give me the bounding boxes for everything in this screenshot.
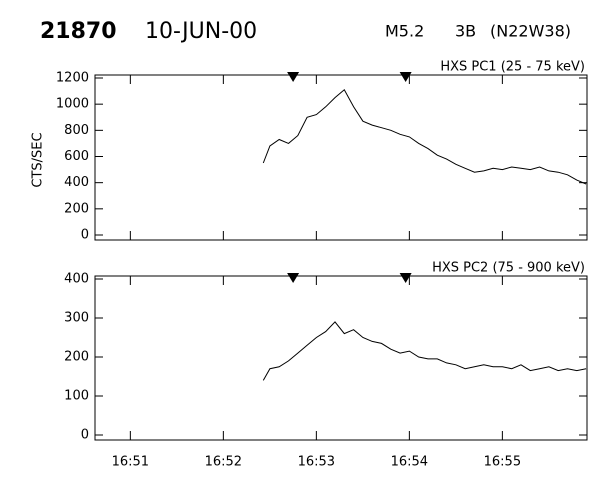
y-tick-label: 0: [81, 428, 89, 443]
y-tick-label: 200: [64, 350, 89, 365]
y-tick-label: 100: [64, 389, 89, 404]
y-tick-label: 800: [64, 123, 89, 138]
x-tick-label: 16:54: [391, 455, 428, 470]
panel-title: HXS PC1 (25 - 75 keV): [440, 60, 585, 75]
x-tick-label: 16:55: [484, 455, 521, 470]
event-date: 10-JUN-00: [145, 19, 257, 44]
x-tick-label: 16:51: [112, 455, 149, 470]
panel-title: HXS PC2 (75 - 900 keV): [432, 261, 585, 276]
location: (N22W38): [490, 22, 571, 41]
interval-marker: [399, 273, 412, 283]
interval-marker: [287, 72, 300, 82]
y-tick-label: 200: [64, 201, 89, 216]
data-line: [262, 321, 587, 381]
event-number: 21870: [40, 19, 117, 44]
y-tick-label: 400: [64, 175, 89, 190]
x-tick-label: 16:52: [205, 455, 242, 470]
y-tick-label: 1000: [56, 97, 89, 112]
y-tick-label: 0: [81, 228, 89, 243]
y-tick-label: 1200: [56, 71, 89, 86]
y-axis-label: CTS/SEC: [31, 132, 46, 187]
interval-marker: [399, 72, 412, 82]
flare-class: M5.2: [385, 22, 424, 41]
x-tick-label: 16:53: [298, 455, 335, 470]
y-tick-label: 300: [64, 311, 89, 326]
plot-frame: [94, 275, 588, 441]
plot-frame: [94, 74, 588, 241]
interval-marker: [287, 273, 300, 283]
data-line: [262, 89, 587, 185]
optical-class: 3B: [455, 22, 476, 41]
y-tick-label: 600: [64, 149, 89, 164]
y-tick-label: 400: [64, 272, 89, 287]
